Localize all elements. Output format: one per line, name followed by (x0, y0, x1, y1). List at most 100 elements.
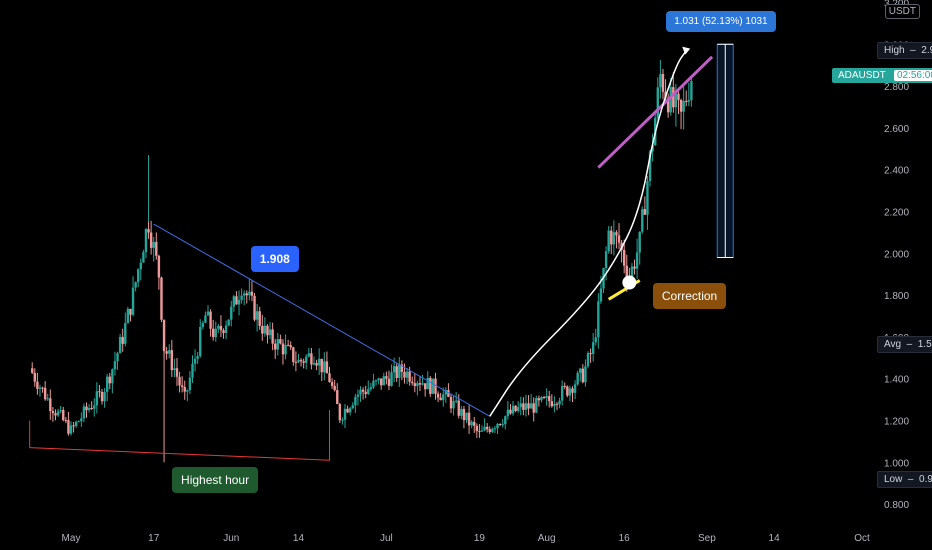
candle-body (328, 373, 331, 383)
candle-body (165, 351, 168, 354)
candle-body (43, 387, 47, 400)
y-tick-label: 2.400 (884, 166, 909, 177)
highest-hour-line (29, 410, 330, 461)
candle-body (478, 431, 481, 433)
candle-body (418, 383, 422, 385)
candle-body (498, 423, 502, 425)
low-sep: – (905, 474, 917, 486)
candle-body (473, 421, 476, 426)
candle-body (144, 229, 148, 253)
candle-body (188, 377, 192, 391)
candle-body (240, 295, 243, 300)
candle-body (354, 396, 357, 406)
candle-body (648, 151, 652, 182)
currency-label[interactable]: USDT (884, 4, 920, 19)
candle-body (49, 398, 52, 412)
candle-body (54, 413, 57, 416)
candle-body (475, 425, 479, 432)
candle-body (41, 387, 44, 389)
candle-body (429, 377, 432, 394)
y-tick-label: 2.800 (884, 82, 909, 93)
candle-body (51, 411, 55, 414)
candle-body (330, 382, 334, 386)
y-tick-label: 1.000 (884, 458, 909, 469)
candle-body (524, 403, 528, 410)
candle-body (550, 401, 554, 407)
candle-body (542, 397, 546, 399)
candle-body (395, 366, 398, 378)
candle-body (555, 403, 559, 405)
candle-body (622, 250, 626, 266)
candle-body (411, 381, 414, 384)
last-sep (888, 70, 891, 81)
candle-body (617, 235, 621, 243)
candle-body (403, 371, 406, 378)
y-tick-label: 0.800 (884, 500, 909, 511)
y-tick-label: 1.200 (884, 417, 909, 428)
candle-body (351, 405, 354, 409)
candle-body (224, 325, 228, 333)
high-value: 2.972 (921, 45, 932, 57)
x-tick-label: Aug (538, 533, 556, 544)
x-tick-label: May (62, 533, 81, 544)
candle-body (398, 364, 401, 378)
candle-body (558, 400, 561, 405)
candle-body (323, 361, 326, 373)
peak-price-callout[interactable]: 1.908 (250, 245, 299, 272)
candle-body (292, 347, 295, 362)
candle-body (279, 339, 282, 344)
candle-body (470, 421, 473, 426)
candle-body (245, 293, 248, 296)
x-tick-label: 19 (474, 533, 486, 544)
correction-callout[interactable]: Correction (652, 283, 727, 310)
candle-body (250, 291, 254, 296)
candle-body (121, 336, 124, 344)
candle-body (100, 392, 104, 402)
last-price-badge: ADAUSDT 02:56:00 (832, 67, 932, 83)
candle-body (204, 315, 207, 323)
candle-body (338, 404, 342, 421)
candle-body (382, 376, 385, 386)
candle-body (69, 425, 73, 434)
candle-body (206, 311, 210, 316)
candle-body (294, 361, 298, 363)
candle-body (126, 308, 130, 324)
low-value: 0.920 (919, 474, 932, 486)
candle-body (276, 339, 279, 350)
candle-body (449, 396, 453, 409)
candle-body (457, 400, 460, 416)
candle-body (548, 396, 551, 402)
measure-callout[interactable]: 1.031 (52.13%) 1031 (666, 11, 776, 33)
candle-body (137, 269, 140, 283)
candle-body (160, 277, 163, 320)
candle-body (690, 81, 693, 101)
candle-body (462, 408, 466, 421)
candle-body (147, 229, 150, 233)
candle-body (672, 87, 675, 108)
candle-body (93, 405, 96, 409)
candle-body (196, 356, 199, 359)
candle-body (33, 372, 37, 382)
highest-hour-callout[interactable]: Highest hour (172, 466, 259, 493)
candle-body (566, 386, 569, 396)
candle-body (142, 252, 145, 263)
candle-body (483, 426, 486, 431)
high-label: High (884, 45, 905, 57)
candle-body (444, 390, 448, 395)
candle-body (447, 390, 450, 397)
candle-body (170, 350, 174, 371)
candle-body (496, 423, 499, 429)
candle-body (289, 345, 292, 348)
candle-body (646, 181, 649, 215)
candle-body (348, 408, 352, 413)
candle-body (607, 230, 610, 252)
candle-body (431, 378, 435, 394)
candle-body (173, 368, 176, 371)
candle-body (674, 93, 678, 108)
candle-body (679, 99, 683, 112)
candle-body (421, 383, 424, 385)
candle-body (380, 378, 383, 386)
candle-body (545, 396, 548, 398)
candle-body (638, 231, 641, 253)
